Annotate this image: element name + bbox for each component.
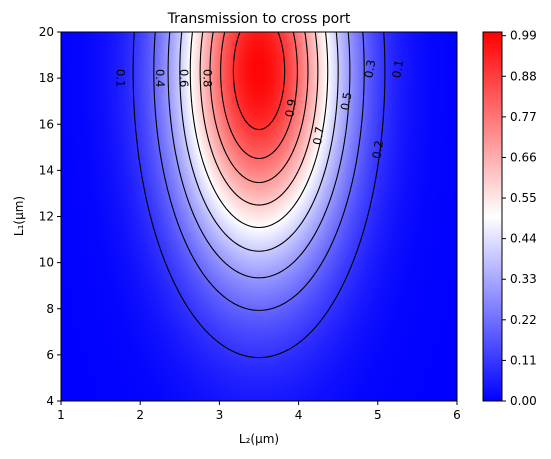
contour-label: 0.4 [153,69,167,87]
contour-label: 0.9 [282,98,299,118]
x-tick-label: 4 [295,408,303,422]
contour-label: 0.2 [369,139,386,159]
y-tick-label: 8 [46,302,54,316]
contour-line-0-2 [153,32,365,311]
colorbar-tick-label: 0.33 [510,272,537,286]
contour-label: 0.8 [201,69,215,87]
x-tick-label: 5 [374,408,382,422]
y-tick-label: 18 [39,71,54,85]
contour-label: 0.6 [177,69,191,87]
contour-line-0-7 [209,32,309,184]
y-tick-label: 10 [39,256,54,270]
x-tick-label: 3 [216,408,224,422]
colorbar-tick-label: 0.00 [510,394,537,408]
contour-label: 0.7 [310,126,327,146]
colorbar-tick-label: 0.44 [510,232,537,246]
x-tick-label: 2 [136,408,144,422]
contour-line-0-3 [167,32,351,279]
contour-label: 0.1 [113,69,127,87]
contour-label: 0.3 [361,59,378,79]
plot-area: 0.1 0.4 0.6 0.8 0.9 0.7 0.5 0.3 0.1 0.2 [60,31,458,402]
contour-labels: 0.1 0.4 0.6 0.8 0.9 0.7 0.5 0.3 0.1 0.2 [113,59,406,160]
x-axis-ticks: 1 2 3 4 5 6 [57,401,461,422]
colorbar-tick-label: 0.11 [510,353,537,367]
colorbar-tick-label: 0.88 [510,69,537,83]
y-tick-label: 4 [46,394,54,408]
y-tick-label: 14 [39,163,54,177]
colorbar-ticks: 0.00 0.11 0.22 0.33 0.44 0.55 0.66 0.77 0.88 0.99 [502,29,537,408]
contour-label: 0.5 [338,91,355,111]
x-tick-label: 6 [453,408,461,422]
colorbar: 0.00 0.11 0.22 0.33 0.44 0.55 0.66 0.77 0.88 0.99 [482,29,537,408]
contour-line-0-9 [232,32,286,131]
contour-line-0-1 [132,32,386,359]
x-axis-label: L₂(μm) [239,432,279,446]
contour-line-0-4 [179,32,339,252]
chart-title: Transmission to cross port [167,11,351,27]
contour-line-0-5 [189,32,329,229]
y-axis-ticks: 4 6 8 10 12 14 16 18 20 [39,25,61,408]
colorbar-tick-label: 0.66 [510,150,537,164]
colorbar-tick-label: 0.99 [510,29,537,43]
y-tick-label: 6 [46,348,54,362]
colorbar-tick-label: 0.77 [510,110,537,124]
y-tick-label: 20 [39,25,54,39]
y-axis-label: L₁(μm) [12,196,26,236]
contour-label: 0.1 [389,59,406,79]
contour-line-0-6 [199,32,319,206]
y-tick-label: 12 [39,210,54,224]
colorbar-tick-label: 0.22 [510,313,537,327]
y-tick-label: 16 [39,117,54,131]
heatmap-image [61,32,457,401]
contour-lines [132,32,386,359]
colorbar-tick-label: 0.55 [510,191,537,205]
x-tick-label: 1 [57,408,65,422]
colorbar-gradient [482,31,503,402]
contour-line-0-8 [220,32,298,160]
